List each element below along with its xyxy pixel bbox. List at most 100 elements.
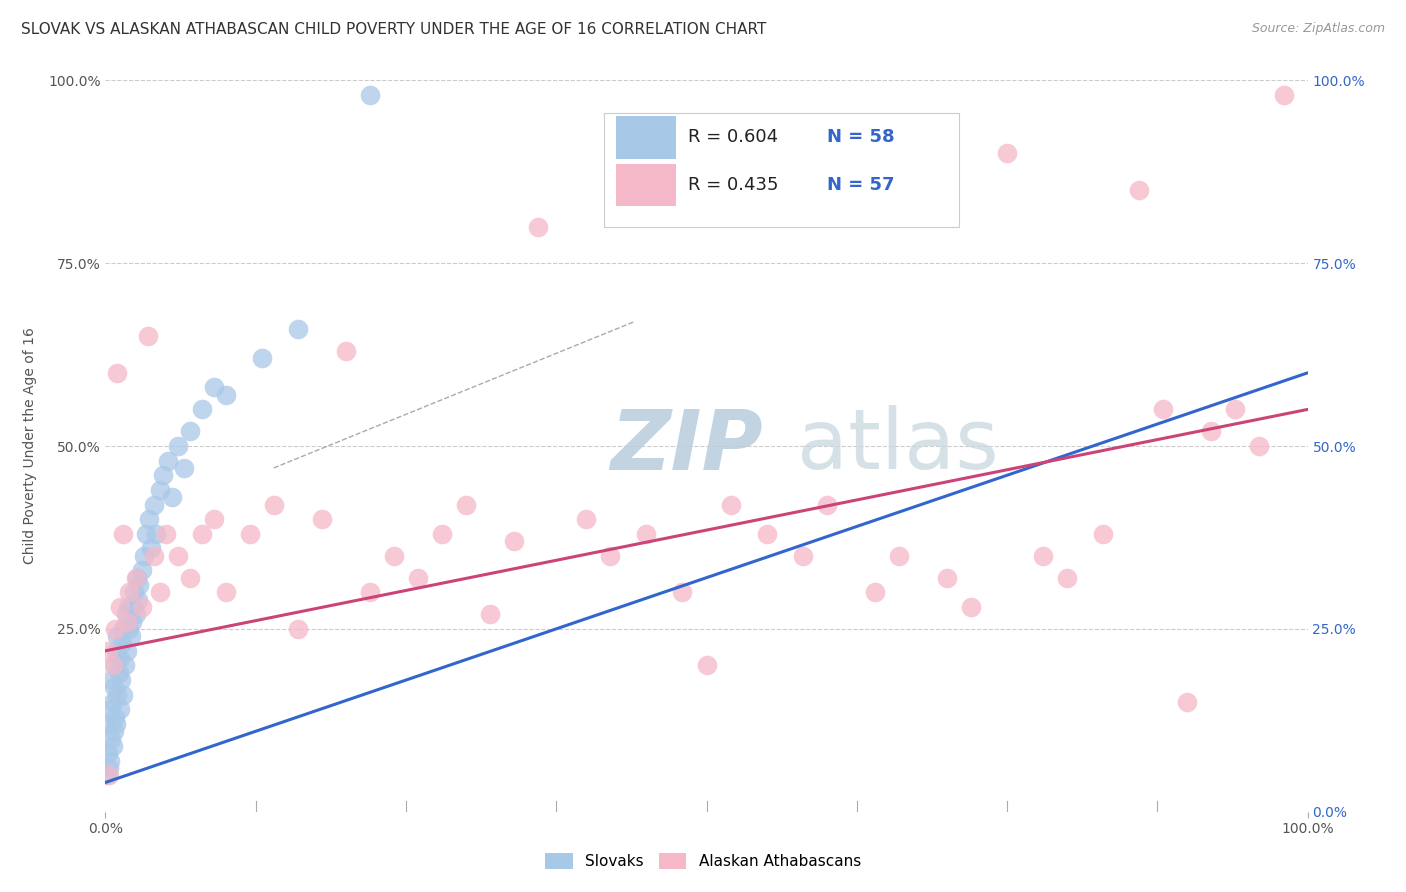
Point bbox=[239, 526, 262, 541]
Point bbox=[152, 468, 174, 483]
Point bbox=[636, 526, 658, 541]
Point bbox=[1128, 183, 1150, 197]
Point bbox=[110, 673, 132, 687]
Point bbox=[214, 388, 236, 402]
Point bbox=[121, 615, 143, 629]
Point bbox=[179, 571, 201, 585]
Point bbox=[120, 629, 142, 643]
Text: N = 57: N = 57 bbox=[827, 176, 894, 194]
Point bbox=[263, 498, 285, 512]
Text: atlas: atlas bbox=[797, 406, 998, 486]
Point bbox=[104, 709, 127, 723]
Point bbox=[202, 380, 225, 394]
Point bbox=[1056, 571, 1078, 585]
Y-axis label: Child Poverty Under the Age of 16: Child Poverty Under the Age of 16 bbox=[22, 327, 37, 565]
Point bbox=[101, 658, 124, 673]
Point bbox=[108, 702, 131, 716]
Point bbox=[1249, 439, 1271, 453]
Point bbox=[142, 498, 165, 512]
Point bbox=[1032, 549, 1054, 563]
Point bbox=[111, 636, 134, 650]
Point bbox=[454, 498, 477, 512]
Point bbox=[107, 366, 129, 380]
Point bbox=[214, 585, 236, 599]
Point bbox=[125, 571, 148, 585]
Point bbox=[1152, 402, 1174, 417]
Point bbox=[250, 351, 273, 366]
Point bbox=[179, 425, 201, 439]
Point bbox=[131, 563, 153, 577]
Point bbox=[382, 549, 405, 563]
Point bbox=[1272, 87, 1295, 102]
Point bbox=[115, 607, 138, 622]
Point bbox=[115, 615, 138, 629]
Point bbox=[131, 599, 153, 614]
Point bbox=[108, 599, 131, 614]
Point bbox=[287, 322, 309, 336]
Point bbox=[96, 768, 118, 782]
Point bbox=[148, 483, 170, 497]
Point bbox=[118, 622, 141, 636]
Point bbox=[139, 541, 162, 556]
Point bbox=[101, 695, 124, 709]
Point bbox=[1175, 695, 1198, 709]
FancyBboxPatch shape bbox=[616, 116, 676, 159]
Point bbox=[98, 702, 121, 716]
Point bbox=[107, 629, 129, 643]
Point bbox=[287, 622, 309, 636]
Point bbox=[98, 717, 121, 731]
Point bbox=[173, 461, 195, 475]
Text: R = 0.435: R = 0.435 bbox=[689, 176, 779, 194]
Point bbox=[359, 585, 381, 599]
Point bbox=[97, 746, 120, 760]
Point bbox=[104, 622, 127, 636]
Point bbox=[815, 498, 838, 512]
Point bbox=[145, 526, 167, 541]
Point bbox=[118, 585, 141, 599]
Point bbox=[108, 651, 131, 665]
Point bbox=[887, 549, 910, 563]
Point bbox=[720, 498, 742, 512]
Point bbox=[148, 585, 170, 599]
Point bbox=[311, 512, 333, 526]
Point bbox=[117, 599, 139, 614]
Point bbox=[101, 739, 124, 753]
Point bbox=[103, 724, 125, 739]
Point bbox=[335, 343, 357, 358]
Text: ZIP: ZIP bbox=[610, 406, 763, 486]
Point bbox=[124, 571, 146, 585]
Point bbox=[156, 453, 179, 467]
Point bbox=[166, 549, 188, 563]
Point bbox=[127, 592, 149, 607]
Text: Source: ZipAtlas.com: Source: ZipAtlas.com bbox=[1251, 22, 1385, 36]
Point bbox=[115, 644, 138, 658]
Point bbox=[359, 87, 381, 102]
Point bbox=[122, 599, 145, 614]
Text: N = 58: N = 58 bbox=[827, 128, 894, 146]
Point bbox=[406, 571, 429, 585]
Point bbox=[995, 146, 1018, 161]
Point bbox=[792, 549, 814, 563]
Point bbox=[671, 585, 693, 599]
Point bbox=[112, 688, 135, 702]
Legend: Slovaks, Alaskan Athabascans: Slovaks, Alaskan Athabascans bbox=[538, 847, 868, 875]
Point bbox=[479, 607, 502, 622]
Point bbox=[105, 644, 128, 658]
Point bbox=[155, 526, 177, 541]
Point bbox=[755, 526, 778, 541]
Point bbox=[128, 578, 150, 592]
Point bbox=[1092, 526, 1115, 541]
Point bbox=[112, 526, 135, 541]
Point bbox=[190, 402, 212, 417]
Point bbox=[98, 761, 121, 775]
Point bbox=[107, 688, 129, 702]
Point bbox=[190, 526, 212, 541]
Point bbox=[135, 526, 157, 541]
Point bbox=[202, 512, 225, 526]
Point bbox=[696, 658, 718, 673]
FancyBboxPatch shape bbox=[605, 113, 959, 227]
Point bbox=[160, 490, 183, 504]
Point bbox=[1225, 402, 1247, 417]
Text: SLOVAK VS ALASKAN ATHABASCAN CHILD POVERTY UNDER THE AGE OF 16 CORRELATION CHART: SLOVAK VS ALASKAN ATHABASCAN CHILD POVER… bbox=[21, 22, 766, 37]
Point bbox=[100, 731, 122, 746]
